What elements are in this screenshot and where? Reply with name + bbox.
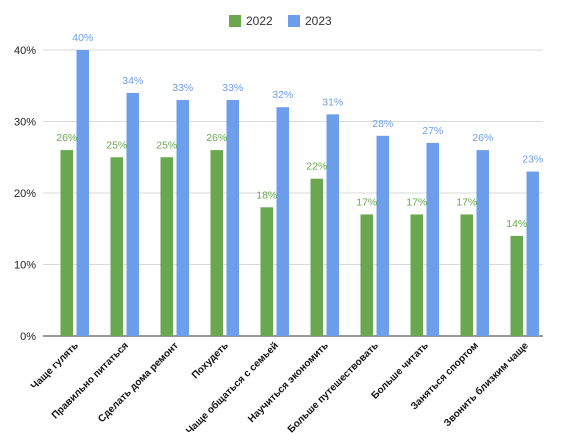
data-label-2023-5: 31% (322, 96, 343, 108)
bar-2022-0 (60, 150, 73, 336)
data-labels: 26% 25% 25% 26% 18% 22% 17% 17% 17% 14% 40% 34% 33% 3… (56, 32, 543, 230)
bar-2022-1 (110, 157, 123, 336)
bar-2023-7 (426, 142, 439, 336)
y-tick-label: 30% (14, 117, 36, 129)
x-category-label: Больше путешествовать (286, 340, 381, 435)
y-tick-label: 0% (20, 331, 36, 343)
data-label-2022-8: 17% (456, 196, 477, 208)
data-label-2022-1: 25% (106, 139, 127, 151)
legend-swatch-2023 (288, 15, 300, 27)
x-category-label: Научиться экономить (246, 340, 331, 425)
data-label-2022-0: 26% (56, 132, 77, 144)
data-label-2023-8: 26% (472, 132, 493, 144)
bars (60, 50, 539, 337)
data-label-2023-9: 23% (522, 154, 543, 166)
data-label-2023-2: 33% (172, 82, 193, 94)
bar-2022-7 (410, 214, 423, 336)
x-category-label: Звонить близким чаще (441, 339, 531, 429)
data-label-2022-9: 14% (506, 218, 527, 230)
bar-2023-2 (176, 100, 189, 336)
data-label-2023-4: 32% (272, 89, 293, 101)
x-category-label: Сделать дома ремонт (96, 340, 181, 425)
data-label-2022-6: 17% (356, 196, 377, 208)
bar-2023-5 (326, 114, 339, 336)
x-category-label: Похудеть (190, 340, 231, 381)
gridlines (43, 49, 543, 337)
data-label-2023-6: 28% (372, 118, 393, 130)
bar-2023-1 (126, 92, 139, 337)
y-tick-label: 10% (14, 260, 36, 272)
data-label-2022-2: 25% (156, 139, 177, 151)
bar-2022-4 (260, 207, 273, 336)
legend-label-2023: 2023 (305, 14, 332, 28)
bar-2022-9 (510, 235, 523, 336)
bar-2023-9 (526, 171, 539, 336)
y-axis-tick-labels: 0% 10% 20% 30% 40% (14, 45, 36, 343)
legend-swatch-2022 (229, 15, 241, 27)
x-category-label: Чаще общаться с семьей (184, 340, 281, 437)
data-label-2022-7: 17% (406, 196, 427, 208)
bar-2023-8 (476, 150, 489, 336)
bar-2023-4 (276, 107, 289, 336)
data-label-2023-1: 34% (122, 75, 143, 87)
data-label-2023-7: 27% (422, 125, 443, 137)
data-label-2023-3: 33% (222, 82, 243, 94)
data-label-2022-5: 22% (306, 161, 327, 173)
bar-2022-2 (160, 157, 173, 336)
x-category-label: Чаще гулять (29, 340, 81, 392)
bar-2023-6 (376, 135, 389, 336)
bar-2022-5 (310, 178, 323, 336)
data-label-2023-0: 40% (72, 32, 93, 44)
legend: 2022 2023 (229, 14, 332, 28)
bar-2022-3 (210, 150, 223, 336)
bar-2023-0 (76, 50, 89, 336)
bar-2022-6 (360, 214, 373, 336)
data-label-2022-4: 18% (256, 189, 277, 201)
bar-2023-3 (226, 100, 239, 336)
bar-2022-8 (460, 214, 473, 336)
legend-label-2022: 2022 (246, 14, 273, 28)
y-tick-label: 40% (14, 45, 36, 57)
data-label-2022-3: 26% (206, 132, 227, 144)
y-tick-label: 20% (14, 188, 36, 200)
